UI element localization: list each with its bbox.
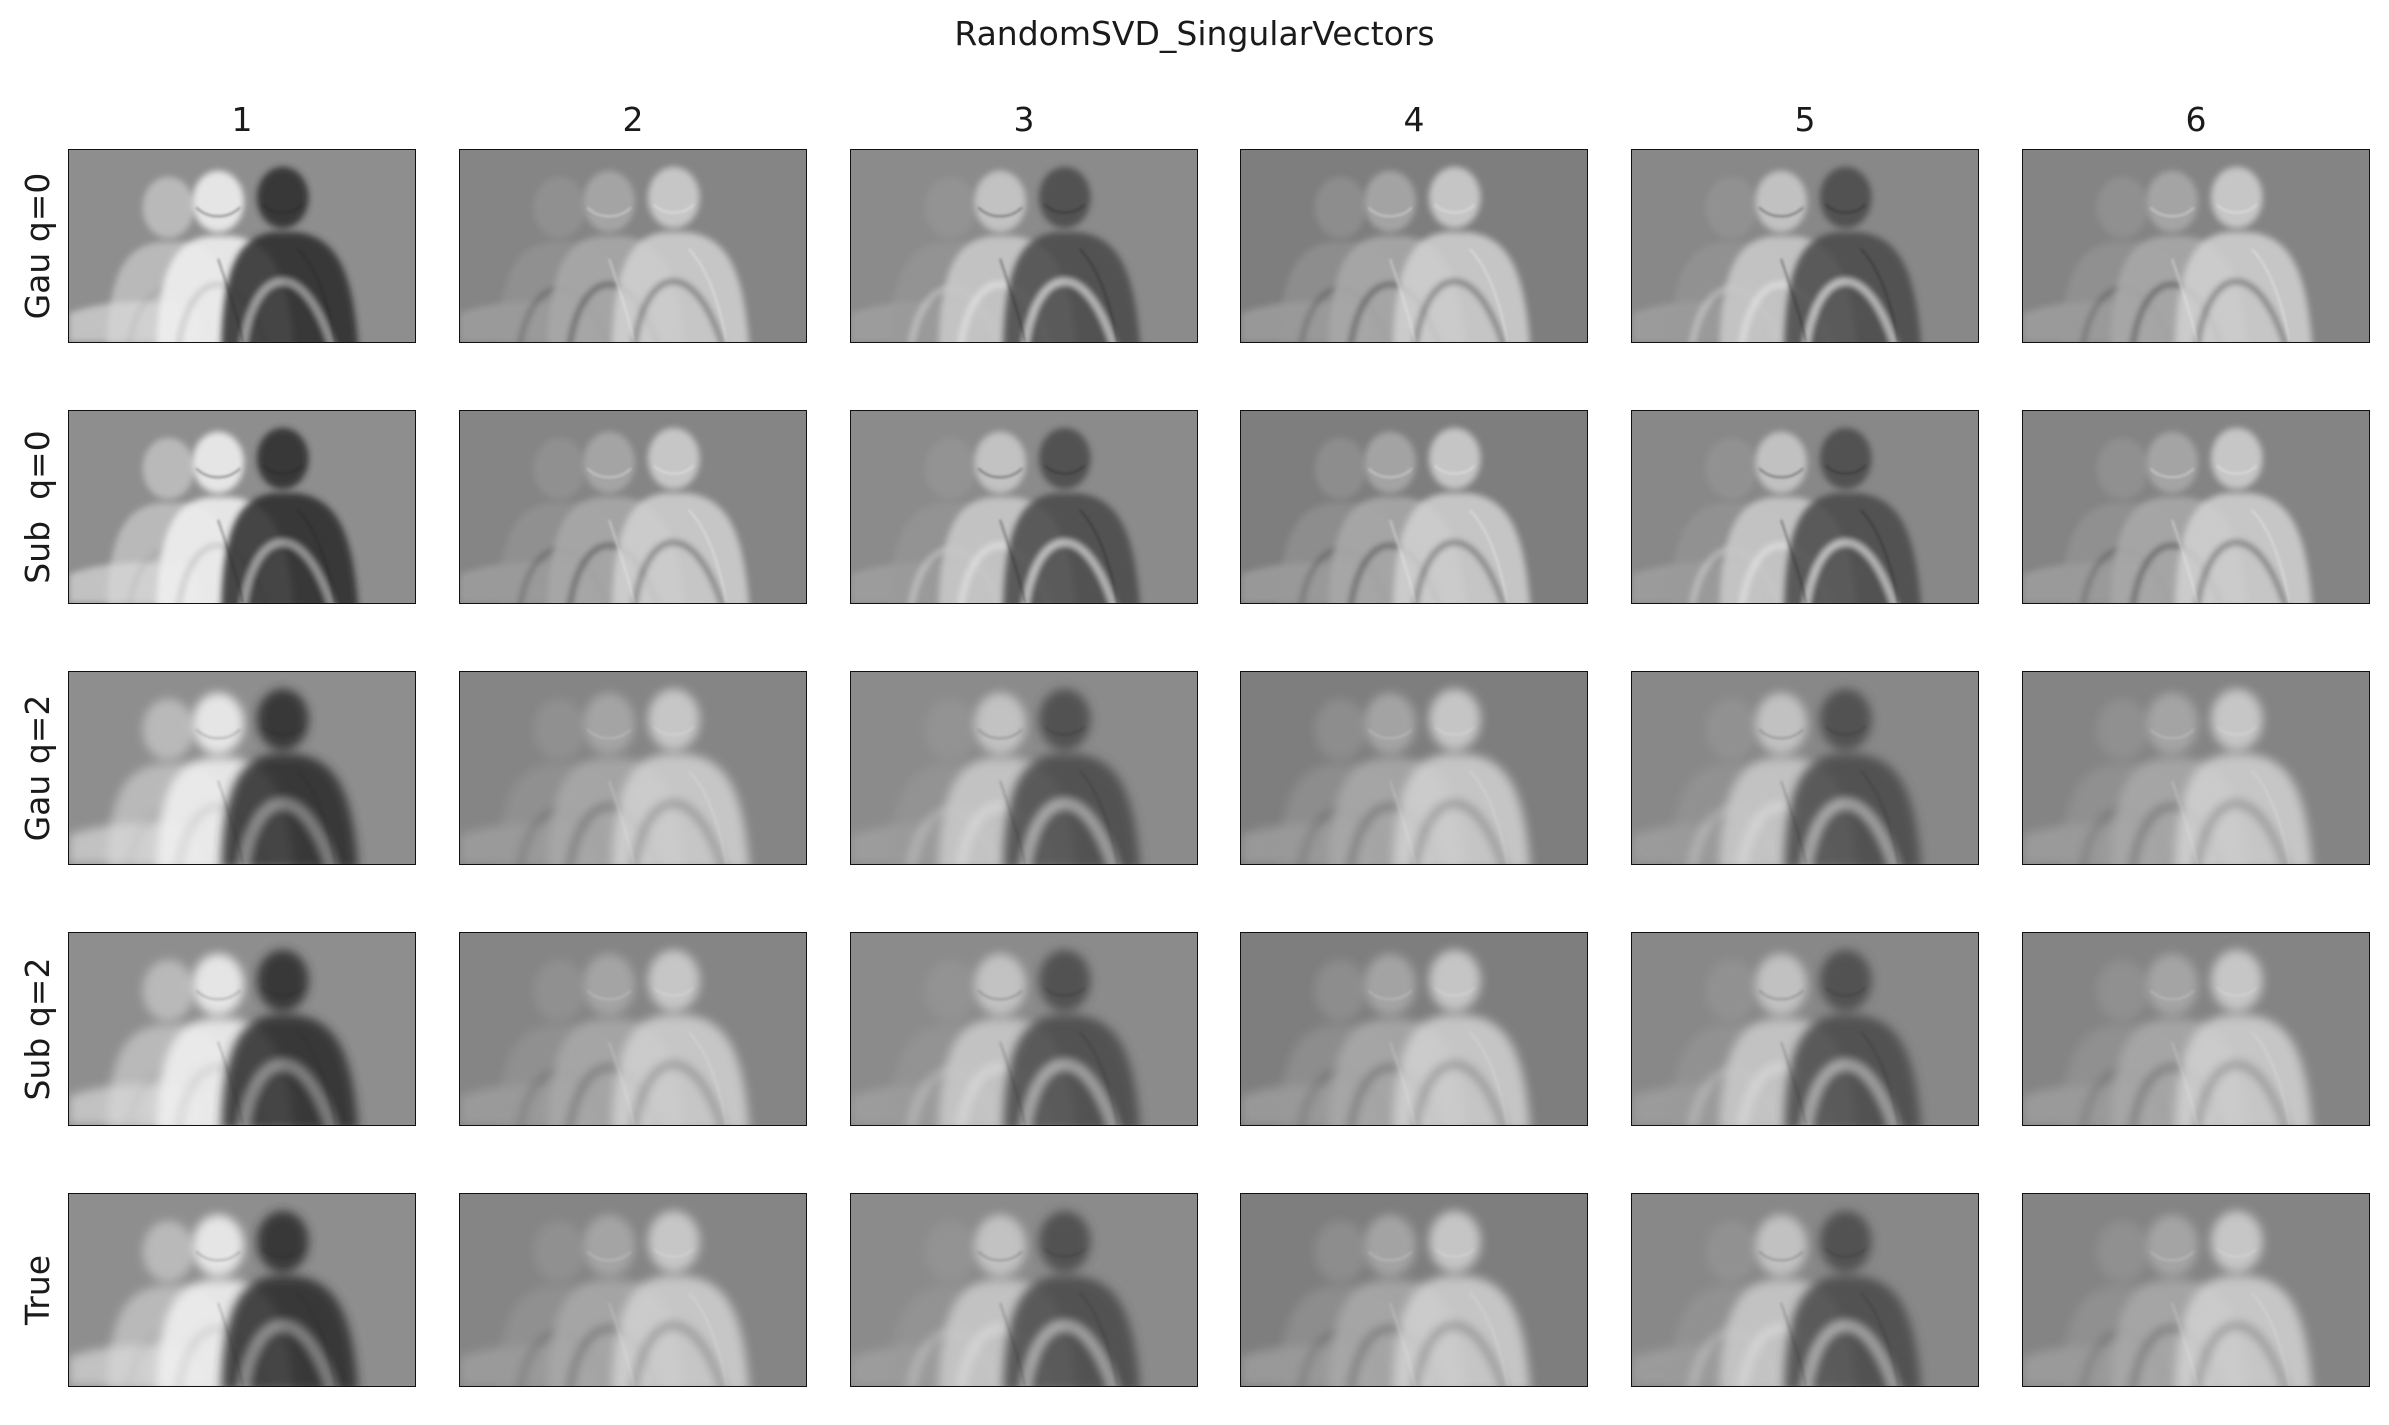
row-label-2: Sub q=0 bbox=[18, 430, 57, 583]
grayscale-image-icon bbox=[1241, 1194, 1587, 1386]
row-label-text: Gau q=0 bbox=[18, 172, 57, 320]
grayscale-image-icon bbox=[460, 150, 806, 342]
row-label-1: Gau q=0 bbox=[18, 173, 57, 320]
grayscale-image-icon bbox=[69, 150, 415, 342]
grayscale-image-icon bbox=[2023, 411, 2369, 603]
singular-vector-image bbox=[68, 1193, 416, 1387]
row-label-4: Sub q=2 bbox=[18, 958, 57, 1101]
singular-vector-image bbox=[459, 410, 807, 604]
grayscale-image-icon bbox=[1241, 150, 1587, 342]
singular-vector-image bbox=[68, 410, 416, 604]
grayscale-image-icon bbox=[460, 411, 806, 603]
column-label-3: 3 bbox=[1013, 100, 1035, 139]
grayscale-image-icon bbox=[460, 1194, 806, 1386]
grayscale-image-icon bbox=[1241, 411, 1587, 603]
grayscale-image-icon bbox=[2023, 1194, 2369, 1386]
singular-vector-image bbox=[459, 932, 807, 1126]
row-label-text: Gau q=2 bbox=[18, 694, 57, 842]
singular-vector-image bbox=[68, 149, 416, 343]
singular-vector-image bbox=[68, 932, 416, 1126]
singular-vector-image bbox=[1631, 149, 1979, 343]
column-label-6: 6 bbox=[2185, 100, 2207, 139]
singular-vector-image bbox=[1240, 1193, 1588, 1387]
grayscale-image-icon bbox=[460, 672, 806, 864]
grayscale-image-icon bbox=[851, 411, 1197, 603]
grayscale-image-icon bbox=[851, 150, 1197, 342]
row-label-text: True bbox=[18, 1254, 57, 1326]
row-label-3: Gau q=2 bbox=[18, 695, 57, 842]
grayscale-image-icon bbox=[851, 672, 1197, 864]
row-label-text: Sub q=0 bbox=[18, 430, 57, 584]
grayscale-image-icon bbox=[460, 933, 806, 1125]
grayscale-image-icon bbox=[69, 672, 415, 864]
singular-vector-image bbox=[1240, 932, 1588, 1126]
singular-vector-image bbox=[1240, 671, 1588, 865]
column-label-2: 2 bbox=[622, 100, 644, 139]
singular-vector-image bbox=[2022, 932, 2370, 1126]
singular-vector-image bbox=[459, 671, 807, 865]
singular-vector-image bbox=[1631, 932, 1979, 1126]
row-label-text: Sub q=2 bbox=[18, 957, 57, 1101]
singular-vector-image bbox=[1240, 410, 1588, 604]
grayscale-image-icon bbox=[1632, 150, 1978, 342]
row-label-5: True bbox=[18, 1255, 57, 1325]
singular-vector-image bbox=[1631, 671, 1979, 865]
singular-vector-image bbox=[1631, 410, 1979, 604]
singular-vector-image bbox=[459, 1193, 807, 1387]
column-label-5: 5 bbox=[1794, 100, 1816, 139]
grayscale-image-icon bbox=[851, 933, 1197, 1125]
singular-vector-image bbox=[2022, 1193, 2370, 1387]
singular-vector-image bbox=[850, 932, 1198, 1126]
grayscale-image-icon bbox=[1241, 933, 1587, 1125]
singular-vector-image bbox=[2022, 671, 2370, 865]
grayscale-image-icon bbox=[1632, 1194, 1978, 1386]
column-label-4: 4 bbox=[1403, 100, 1425, 139]
singular-vector-image bbox=[850, 1193, 1198, 1387]
singular-vector-image bbox=[2022, 149, 2370, 343]
grayscale-image-icon bbox=[1632, 672, 1978, 864]
singular-vector-image bbox=[2022, 410, 2370, 604]
singular-vector-image bbox=[850, 149, 1198, 343]
grayscale-image-icon bbox=[2023, 672, 2369, 864]
grayscale-image-icon bbox=[69, 411, 415, 603]
column-label-1: 1 bbox=[231, 100, 253, 139]
figure-title: RandomSVD_SingularVectors bbox=[954, 14, 1435, 53]
singular-vector-image bbox=[1631, 1193, 1979, 1387]
grayscale-image-icon bbox=[69, 1194, 415, 1386]
grayscale-image-icon bbox=[1632, 411, 1978, 603]
singular-vector-image bbox=[850, 671, 1198, 865]
grayscale-image-icon bbox=[2023, 150, 2369, 342]
grayscale-image-icon bbox=[2023, 933, 2369, 1125]
grayscale-image-icon bbox=[1632, 933, 1978, 1125]
singular-vector-image bbox=[1240, 149, 1588, 343]
grayscale-image-icon bbox=[69, 933, 415, 1125]
grayscale-image-icon bbox=[851, 1194, 1197, 1386]
singular-vector-image bbox=[68, 671, 416, 865]
grayscale-image-icon bbox=[1241, 672, 1587, 864]
singular-vector-image bbox=[459, 149, 807, 343]
singular-vector-image bbox=[850, 410, 1198, 604]
